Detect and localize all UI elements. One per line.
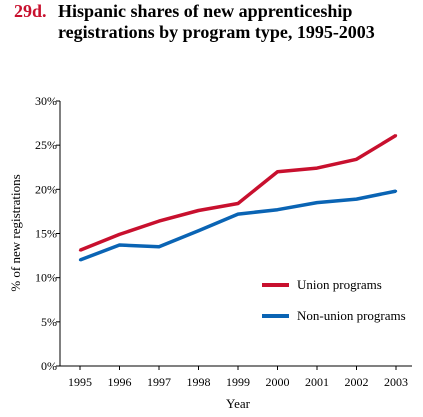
- x-tick-label: 1997: [147, 375, 171, 389]
- y-tick-label: 25%: [35, 138, 57, 152]
- x-tick-label: 2002: [345, 375, 369, 389]
- data-point: [394, 189, 398, 193]
- y-tick-label: 10%: [35, 271, 57, 285]
- data-point: [157, 245, 161, 248]
- y-tick-label: 20%: [35, 182, 57, 196]
- series-line-union: [79, 133, 397, 252]
- data-point: [394, 134, 398, 137]
- y-tick-label: 30%: [35, 94, 57, 108]
- data-point: [118, 233, 121, 236]
- data-point: [236, 212, 240, 216]
- data-point: [197, 229, 200, 233]
- data-point: [315, 166, 319, 170]
- x-tick-label: 2001: [305, 375, 329, 389]
- x-tick-label: 1998: [187, 375, 211, 389]
- data-point: [197, 209, 200, 212]
- y-axis-ticks: 0% 5% 10% 15% 20% 25% 30%: [35, 94, 60, 373]
- y-tick-label: 5%: [41, 315, 57, 329]
- x-tick-label: 1996: [108, 375, 132, 389]
- x-axis-ticks: 1995 1996 1997 1998 1999 2000 2001 2002 2003: [68, 366, 408, 389]
- data-point: [315, 201, 319, 204]
- data-point: [276, 170, 279, 173]
- data-point: [355, 197, 358, 201]
- x-tick-label: 1995: [68, 375, 92, 389]
- y-tick-label: 15%: [35, 227, 57, 241]
- legend-label: Union programs: [297, 277, 382, 292]
- data-point: [276, 208, 279, 211]
- data-point: [78, 258, 82, 262]
- legend: Union programs Non-union programs: [262, 277, 406, 323]
- x-tick-label: 2003: [384, 375, 408, 389]
- data-point: [157, 219, 161, 223]
- data-point: [236, 202, 240, 205]
- y-tick-label: 0%: [41, 359, 57, 373]
- data-point: [78, 249, 82, 252]
- y-axis-title: % of new registrations: [8, 174, 23, 291]
- x-tick-label: 2000: [266, 375, 290, 389]
- x-tick-label: 1999: [226, 375, 250, 389]
- data-point: [355, 158, 358, 161]
- title-line-1: Hispanic shares of new apprenticeship: [58, 1, 353, 21]
- legend-label: Non-union programs: [297, 308, 406, 323]
- title-line-2: registrations by program type, 1995-2003: [58, 22, 375, 42]
- x-axis-title: Year: [226, 396, 251, 411]
- series-lines: [78, 133, 398, 262]
- data-point: [118, 243, 121, 247]
- figure-number: 29d.: [14, 1, 47, 21]
